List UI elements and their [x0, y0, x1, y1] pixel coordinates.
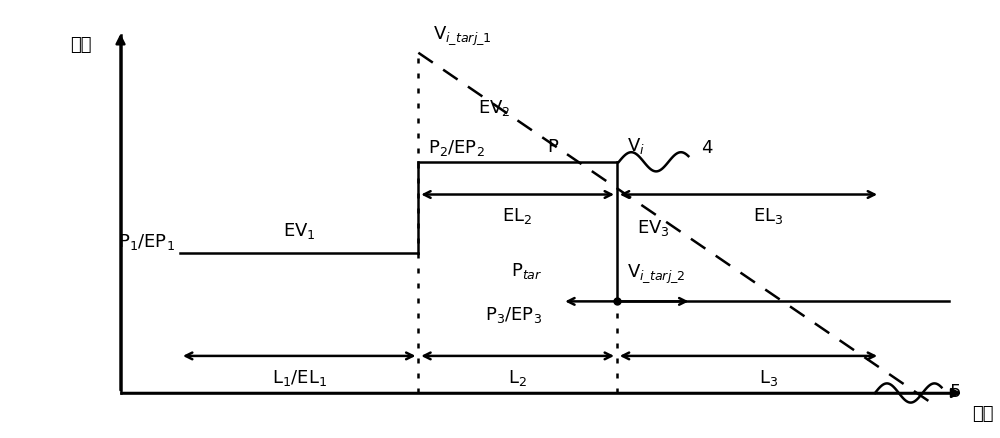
Text: 5: 5 [949, 382, 961, 400]
Text: P$_2$/EP$_2$: P$_2$/EP$_2$ [428, 138, 485, 158]
Text: P$_{tar}$: P$_{tar}$ [511, 260, 542, 280]
Text: EL$_2$: EL$_2$ [502, 206, 533, 226]
Text: P: P [547, 138, 558, 156]
Text: 4: 4 [701, 138, 713, 156]
Text: EL$_3$: EL$_3$ [753, 206, 784, 226]
Text: 速度: 速度 [70, 36, 92, 54]
Text: EV$_3$: EV$_3$ [637, 218, 670, 238]
Text: L$_2$: L$_2$ [508, 367, 527, 387]
Text: P$_3$/EP$_3$: P$_3$/EP$_3$ [485, 304, 542, 324]
Text: V$_i$: V$_i$ [627, 136, 645, 156]
Text: EV$_1$: EV$_1$ [283, 221, 316, 241]
Text: L$_1$/EL$_1$: L$_1$/EL$_1$ [272, 367, 327, 387]
Text: P$_1$/EP$_1$: P$_1$/EP$_1$ [118, 232, 175, 252]
Text: V$_{i\_tarj\_2}$: V$_{i\_tarj\_2}$ [627, 262, 686, 284]
Text: L$_3$: L$_3$ [759, 367, 778, 387]
Text: V$_{i\_tarj\_1}$: V$_{i\_tarj\_1}$ [433, 25, 492, 47]
Text: 位置: 位置 [972, 404, 994, 422]
Text: EV$_2$: EV$_2$ [478, 98, 511, 118]
